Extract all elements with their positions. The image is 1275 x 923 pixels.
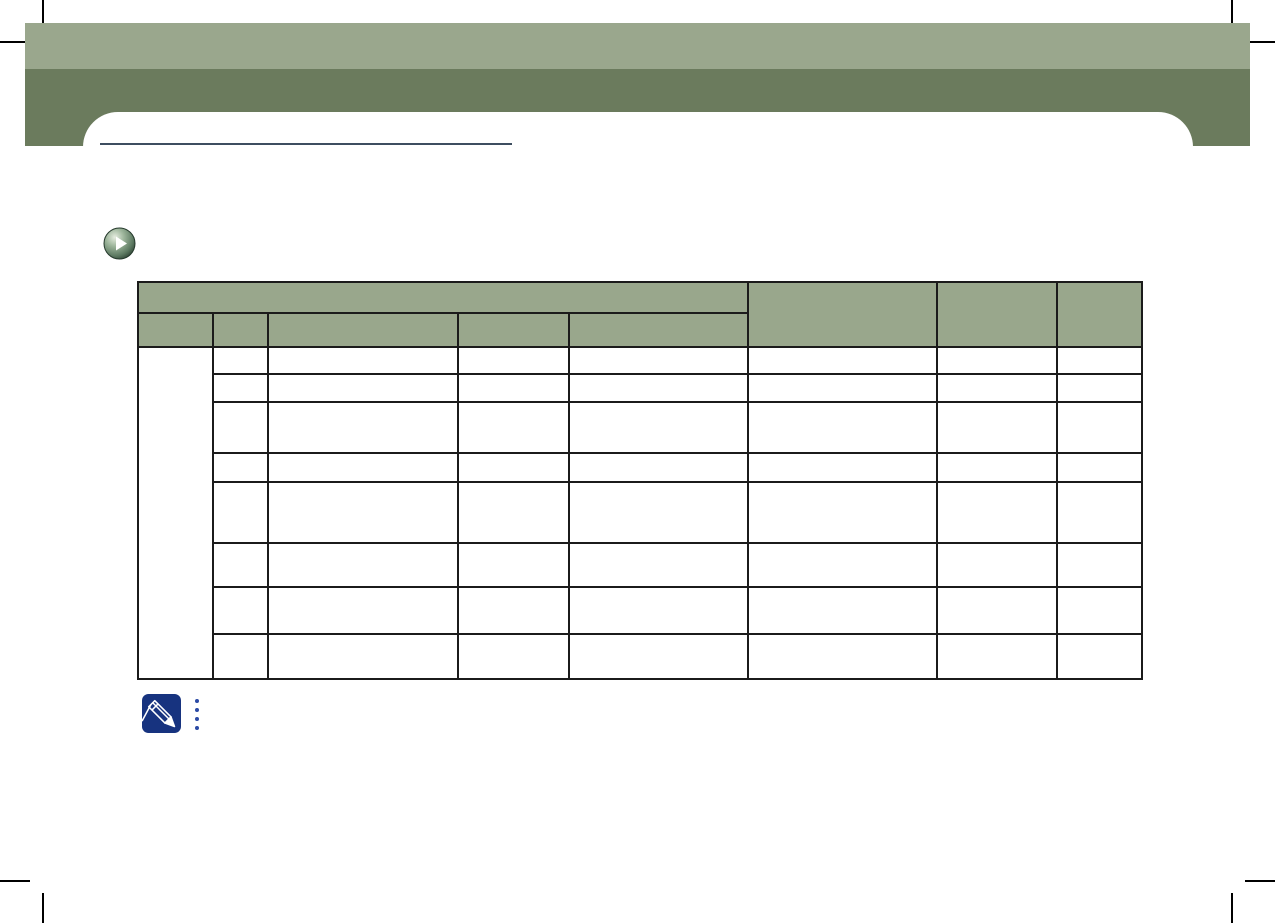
table-cell xyxy=(212,633,269,680)
table-cell xyxy=(212,586,269,635)
table-cell xyxy=(457,373,570,403)
table-cell xyxy=(212,373,269,403)
table-cell xyxy=(1056,481,1144,544)
note-dot xyxy=(195,699,199,703)
table-row xyxy=(138,373,1144,403)
table-subheader-col5 xyxy=(567,312,750,348)
table-cell xyxy=(267,481,459,544)
table-cell xyxy=(457,481,570,544)
table-cell xyxy=(936,452,1059,483)
table-cell xyxy=(457,401,570,454)
note-dot xyxy=(195,717,199,721)
table-cell xyxy=(457,542,570,588)
table-cell-merged-col1 xyxy=(137,346,214,680)
crop-mark-bottom-left-vertical xyxy=(42,893,44,923)
table-cell xyxy=(936,481,1059,544)
table-cell xyxy=(936,373,1059,403)
crop-mark-top-left-horizontal xyxy=(0,41,30,43)
table-cell xyxy=(1056,401,1144,454)
table-cell xyxy=(457,586,570,635)
note-dot xyxy=(195,726,199,730)
table-row xyxy=(138,586,1144,635)
data-table xyxy=(136,281,1144,680)
table-row xyxy=(137,346,1144,680)
table-cell xyxy=(267,586,459,635)
table-cell xyxy=(1056,452,1144,483)
table-cell xyxy=(1056,586,1144,635)
table-cell xyxy=(567,481,750,544)
crop-mark-bottom-right-vertical xyxy=(1231,893,1233,923)
data-table-container xyxy=(136,281,1144,680)
table-cell xyxy=(567,346,750,375)
table-cell xyxy=(457,633,570,680)
table-cell xyxy=(747,542,939,588)
table-cell xyxy=(267,452,459,483)
table-header-col7 xyxy=(936,281,1059,348)
table-cell xyxy=(936,586,1059,635)
table-cell xyxy=(567,373,750,403)
table-cell xyxy=(747,633,939,680)
table-header-row-2 xyxy=(137,312,1142,348)
table-header-col6 xyxy=(747,281,939,348)
table-cell xyxy=(1056,542,1144,588)
pencil-tip xyxy=(164,716,176,728)
table-cell xyxy=(936,542,1059,588)
table-cell xyxy=(567,542,750,588)
table-cell xyxy=(267,373,459,403)
header-band-light xyxy=(25,23,1250,69)
table-cell xyxy=(936,346,1059,375)
table-header-row-1 xyxy=(136,281,1144,348)
table-cell xyxy=(212,452,269,483)
table-cell xyxy=(747,452,939,483)
table-cell xyxy=(567,586,750,635)
table-cell xyxy=(212,401,269,454)
table-cell xyxy=(212,481,269,544)
table-cell xyxy=(747,481,939,544)
note-icon xyxy=(141,694,181,733)
table-row xyxy=(138,633,1144,680)
section-title-underline xyxy=(100,143,512,145)
table-cell xyxy=(267,401,459,454)
table-row xyxy=(138,481,1144,544)
note-dots xyxy=(195,699,199,730)
table-cell xyxy=(267,346,459,375)
table-subheader-col3 xyxy=(267,312,459,348)
table-cell xyxy=(1056,346,1144,375)
table-subheader-col1 xyxy=(137,312,214,348)
table-cell xyxy=(747,401,939,454)
crop-mark-bottom-right-horizontal xyxy=(1245,880,1275,882)
table-cell xyxy=(747,586,939,635)
crop-mark-top-right-horizontal xyxy=(1245,41,1275,43)
table-cell xyxy=(936,401,1059,454)
table-cell xyxy=(747,373,939,403)
table-cell xyxy=(936,633,1059,680)
table-cell xyxy=(212,542,269,588)
crop-mark-top-left-vertical xyxy=(42,0,44,28)
crop-mark-top-right-vertical xyxy=(1231,0,1233,28)
table-cell xyxy=(1056,373,1144,403)
table-subheader-col2 xyxy=(212,312,269,348)
table-cell xyxy=(567,452,750,483)
table-row xyxy=(138,452,1144,483)
note-dot xyxy=(195,708,199,712)
table-cell xyxy=(457,346,570,375)
table-cell xyxy=(457,452,570,483)
table-header-col8 xyxy=(1056,281,1144,348)
table-cell xyxy=(212,346,269,375)
section-title xyxy=(100,118,512,142)
play-icon xyxy=(103,227,136,260)
table-header-group-left xyxy=(136,281,750,314)
table-cell xyxy=(267,633,459,680)
table-subheader-col4 xyxy=(457,312,570,348)
table-row xyxy=(138,401,1144,454)
table-cell xyxy=(747,346,939,375)
table-cell xyxy=(567,401,750,454)
table-cell xyxy=(267,542,459,588)
table-cell xyxy=(567,633,750,680)
table-row xyxy=(138,542,1144,588)
table-cell xyxy=(1056,633,1144,680)
crop-mark-bottom-left-horizontal xyxy=(0,880,30,882)
